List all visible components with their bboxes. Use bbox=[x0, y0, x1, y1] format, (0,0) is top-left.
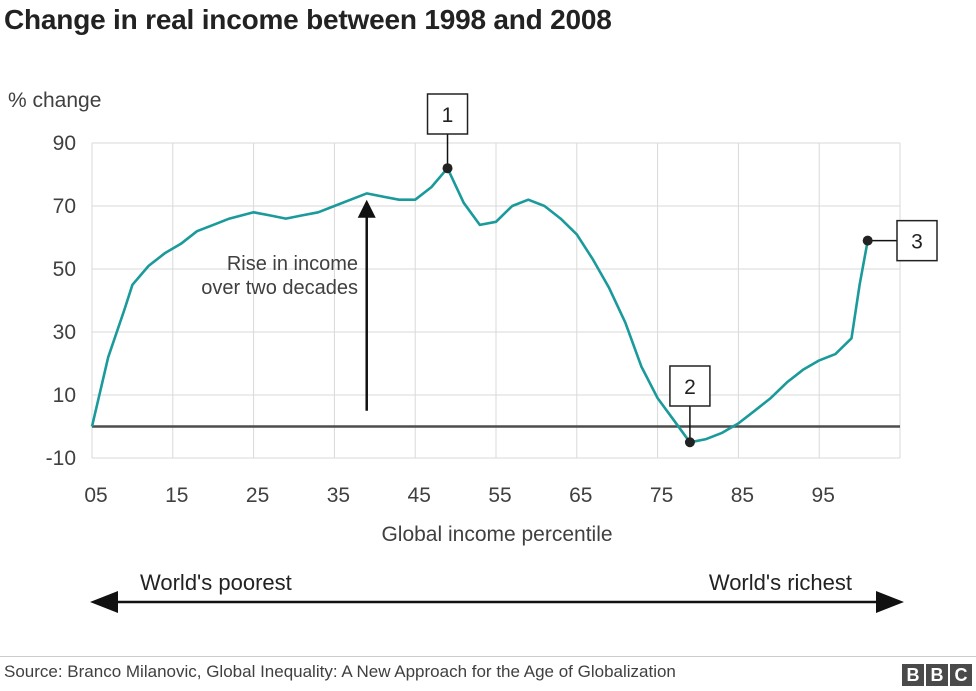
x-tick-label: 15 bbox=[165, 484, 188, 507]
rise-arrow-head bbox=[357, 199, 376, 218]
x-tick-label: 25 bbox=[246, 484, 269, 507]
annotation-box bbox=[896, 219, 938, 262]
annotation-box bbox=[669, 365, 711, 407]
x-tick-label: 45 bbox=[408, 484, 431, 507]
y-tick-label: -10 bbox=[46, 447, 76, 470]
logo-letter: B bbox=[902, 664, 924, 686]
annotation-label: 3 bbox=[911, 231, 923, 254]
x-tick-label: 75 bbox=[650, 484, 673, 507]
annotations: 1 2 3 bbox=[426, 93, 938, 448]
y-tick-label: 30 bbox=[53, 321, 76, 344]
x-tick-label: 35 bbox=[327, 484, 350, 507]
bbc-logo: B B C bbox=[902, 664, 972, 686]
rise-note-line-2: over two decades bbox=[201, 277, 358, 299]
range-label-richest: World's richest bbox=[709, 570, 852, 595]
line-chart: 90 70 50 30 10 -10 05 15 25 35 45 55 65 75 85 95 % cha… bbox=[8, 89, 938, 613]
x-tick-label: 55 bbox=[488, 484, 511, 507]
range-arrow bbox=[90, 591, 904, 613]
y-tick-label: 50 bbox=[53, 258, 76, 281]
rise-note-line-1: Rise in income bbox=[227, 253, 358, 275]
y-axis-label: % change bbox=[8, 89, 101, 112]
annotation-box bbox=[426, 93, 469, 135]
annotation-point bbox=[442, 163, 453, 174]
annotation-point bbox=[862, 235, 873, 246]
range-arrow-left-head bbox=[90, 591, 118, 613]
y-axis-ticks: 90 70 50 30 10 -10 bbox=[46, 132, 76, 470]
income-change-line bbox=[90, 166, 869, 444]
annotation-label: 2 bbox=[684, 376, 696, 399]
x-axis-ticks: 05 15 25 35 45 55 65 75 85 95 bbox=[84, 484, 835, 507]
grid bbox=[91, 142, 901, 459]
x-tick-label: 95 bbox=[812, 484, 835, 507]
x-tick-label: 85 bbox=[731, 484, 754, 507]
y-tick-label: 10 bbox=[53, 384, 76, 407]
y-tick-label: 70 bbox=[53, 195, 76, 218]
chart-title: Change in real income between 1998 and 2… bbox=[4, 4, 612, 35]
y-tick-label: 90 bbox=[53, 132, 76, 155]
range-arrow-right-head bbox=[876, 591, 904, 613]
logo-letter: C bbox=[950, 664, 972, 686]
range-label-poorest: World's poorest bbox=[140, 570, 292, 595]
footer-divider bbox=[0, 656, 976, 657]
source-note: Source: Branco Milanovic, Global Inequal… bbox=[4, 662, 676, 681]
x-axis-label: Global income percentile bbox=[381, 523, 612, 546]
x-tick-label: 65 bbox=[569, 484, 592, 507]
annotation-label: 1 bbox=[442, 104, 454, 127]
x-tick-label: 05 bbox=[84, 484, 107, 507]
logo-letter: B bbox=[926, 664, 948, 686]
annotation-point bbox=[684, 437, 695, 448]
rise-arrow bbox=[357, 199, 376, 411]
